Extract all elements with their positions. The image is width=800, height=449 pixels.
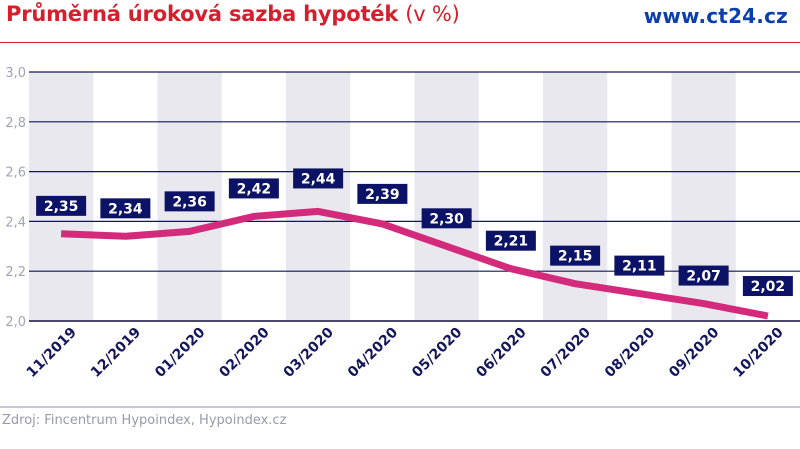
x-tick-label: 10/2020: [730, 324, 786, 380]
x-axis-ticks: 11/2019 12/2019 01/2020 02/2020 03/2020 04/20…: [24, 324, 787, 380]
x-tick-label: 03/2020: [281, 324, 337, 380]
chart-title-unit: (v %): [405, 2, 460, 26]
y-axis-ticks: 2,0 2,2 2,4 2,6 2,8 3,0: [5, 66, 26, 330]
y-tick-label: 2,4: [5, 215, 26, 230]
svg-text:2,44: 2,44: [301, 171, 336, 187]
x-tick-label: 07/2020: [538, 324, 594, 380]
footer-divider: [0, 406, 800, 408]
svg-text:2,02: 2,02: [751, 279, 786, 295]
brand-link[interactable]: www.ct24.cz: [643, 4, 788, 28]
x-tick-label: 02/2020: [216, 324, 272, 380]
y-tick-label: 3,0: [5, 66, 26, 81]
y-tick-label: 2,0: [5, 315, 26, 330]
value-label: 2,39: [357, 183, 408, 204]
x-tick-label: 11/2019: [24, 325, 80, 381]
column-band: [414, 72, 479, 321]
svg-text:2,21: 2,21: [494, 234, 529, 250]
header-divider: [0, 42, 800, 43]
x-tick-label: 09/2020: [666, 324, 722, 380]
value-label: 2,42: [228, 178, 279, 199]
x-tick-label: 08/2020: [602, 324, 658, 380]
svg-text:2,34: 2,34: [108, 201, 143, 217]
y-tick-label: 2,6: [5, 166, 26, 181]
y-tick-label: 2,8: [5, 116, 26, 131]
gridlines: [29, 71, 800, 322]
value-label: 2,35: [36, 195, 87, 216]
value-label: 2,34: [100, 198, 151, 219]
svg-text:2,11: 2,11: [622, 259, 657, 275]
x-tick-label: 05/2020: [409, 324, 465, 380]
value-label: 2,30: [421, 208, 472, 229]
chart-title: Průměrná úroková sazba hypoték (v %): [6, 2, 460, 26]
value-label: 2,36: [164, 191, 215, 212]
value-label: 2,15: [550, 245, 601, 266]
svg-text:2,30: 2,30: [429, 211, 464, 227]
value-label: 2,44: [293, 168, 344, 189]
line-chart: 2,0 2,2 2,4 2,6 2,8 3,0 11/2019 12/2019 01/2020…: [5, 66, 800, 381]
source-note: Zdroj: Fincentrum Hypoindex, Hypoindex.c…: [2, 413, 287, 428]
value-label: 2,21: [485, 230, 536, 251]
rate-line: [60, 207, 769, 320]
svg-text:2,35: 2,35: [44, 199, 79, 215]
y-tick-label: 2,2: [5, 265, 26, 280]
value-labels: 2,35 2,34 2,36 2,42 2,44 2,39 2,30 2,21 2,15 2,11…: [36, 168, 793, 297]
x-tick-label: 06/2020: [473, 324, 529, 380]
x-tick-label: 12/2019: [88, 325, 144, 381]
x-tick-label: 04/2020: [345, 324, 401, 380]
svg-text:2,39: 2,39: [365, 187, 400, 203]
chart-title-text: Průměrná úroková sazba hypoték: [6, 2, 399, 26]
value-label: 2,07: [678, 265, 729, 286]
column-band: [286, 72, 351, 321]
svg-text:2,15: 2,15: [558, 249, 593, 265]
value-label: 2,02: [742, 276, 793, 297]
svg-text:2,42: 2,42: [237, 181, 272, 197]
x-tick-label: 01/2020: [152, 324, 208, 380]
svg-text:2,36: 2,36: [172, 194, 207, 210]
svg-text:2,07: 2,07: [686, 269, 721, 285]
value-label: 2,11: [614, 255, 665, 276]
